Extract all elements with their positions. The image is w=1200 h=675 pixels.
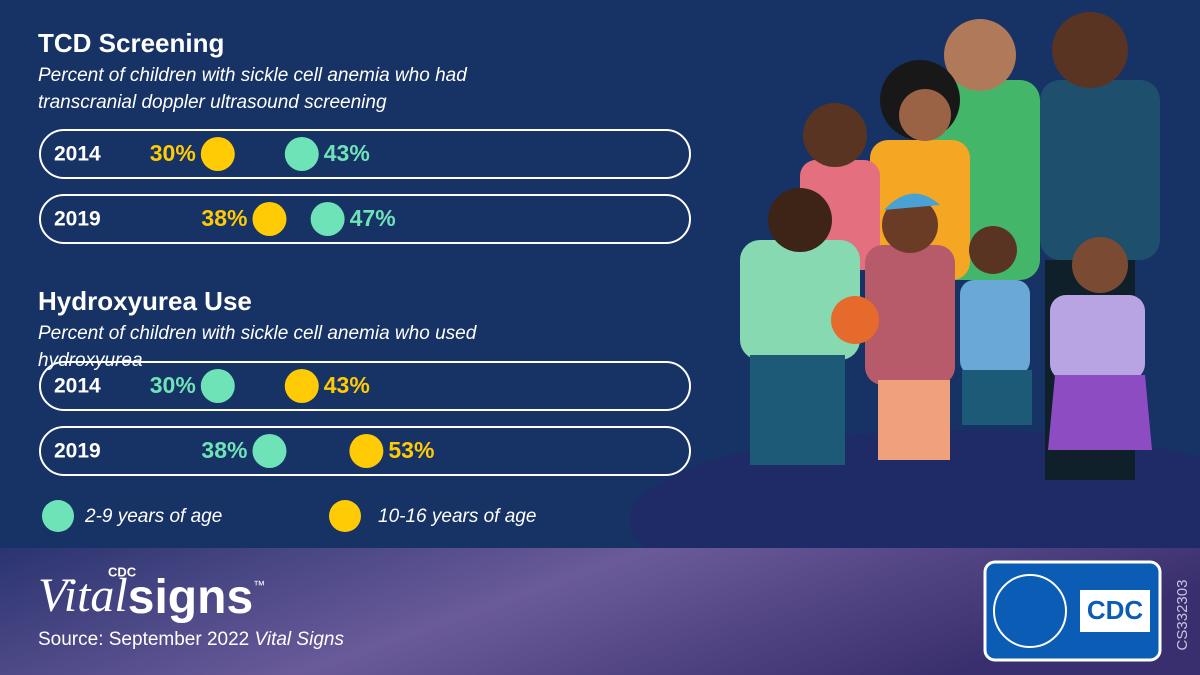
value-label: 43% bbox=[324, 140, 370, 166]
dot bbox=[310, 202, 345, 236]
chart-title: Hydroxyurea Use bbox=[38, 286, 252, 316]
legend-label: 2-9 years of age bbox=[84, 506, 222, 527]
logo: Vitalsigns™ bbox=[38, 569, 265, 624]
value-label: 53% bbox=[388, 437, 434, 463]
row-label: 2014 bbox=[54, 375, 101, 398]
source-italic: Vital Signs bbox=[255, 629, 345, 650]
chart-subtitle: Percent of children with sickle cell ane… bbox=[38, 65, 467, 113]
dot bbox=[349, 434, 384, 468]
row-pill bbox=[39, 426, 691, 476]
hhs-seal bbox=[993, 574, 1067, 648]
row-label: 2014 bbox=[54, 143, 101, 166]
row-label: 2019 bbox=[54, 208, 101, 231]
dot bbox=[284, 369, 319, 403]
value-label: 30% bbox=[150, 372, 196, 398]
value-label: 38% bbox=[201, 437, 247, 463]
legend-swatch bbox=[329, 500, 361, 532]
source-text: Source: September 2022 bbox=[38, 629, 255, 650]
dot bbox=[200, 369, 235, 403]
row-pill bbox=[39, 194, 691, 244]
agency: CDC bbox=[1087, 595, 1144, 625]
logo-vital: Vital bbox=[38, 569, 128, 622]
logo-signs: signs bbox=[128, 571, 253, 624]
value-label: 38% bbox=[201, 205, 247, 231]
logo-tm: ™ bbox=[253, 578, 265, 592]
chart-title: TCD Screening bbox=[38, 28, 225, 58]
row-pill bbox=[39, 129, 691, 179]
value-label: 43% bbox=[324, 372, 370, 398]
cdc-box bbox=[1080, 590, 1150, 632]
dot bbox=[252, 434, 287, 468]
row-pill bbox=[39, 361, 691, 411]
legend-label: 10-16 years of age bbox=[378, 506, 536, 527]
value-label: 47% bbox=[350, 205, 396, 231]
cdc-logo bbox=[983, 560, 1162, 662]
dot bbox=[252, 202, 287, 236]
code: CS332303 bbox=[1174, 580, 1191, 651]
value-label: 30% bbox=[150, 140, 196, 166]
chart-subtitle: Percent of children with sickle cell ane… bbox=[38, 323, 477, 371]
legend-swatch bbox=[42, 500, 74, 532]
logo-small: CDC bbox=[108, 564, 137, 579]
dot bbox=[284, 137, 319, 171]
row-label: 2019 bbox=[54, 440, 101, 463]
illustration bbox=[740, 12, 1160, 480]
source: Source: September 2022 Vital Signs bbox=[38, 629, 344, 650]
dot bbox=[200, 137, 235, 171]
